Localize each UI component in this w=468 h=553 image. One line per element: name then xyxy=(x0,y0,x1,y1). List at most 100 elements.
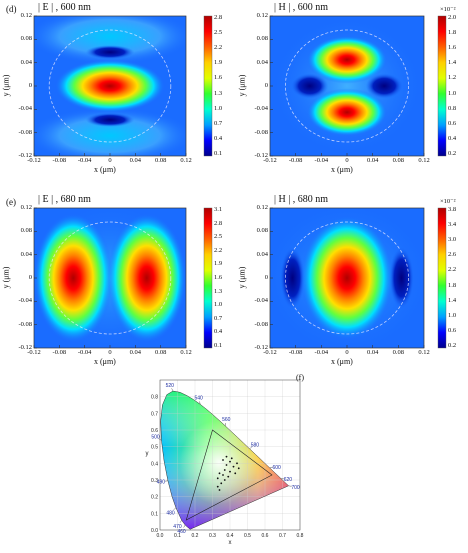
colorbar-tick-label: 1.9 xyxy=(214,60,222,67)
x-tick-label: 0 xyxy=(101,158,119,165)
x-tick-label: -0.08 xyxy=(50,350,68,357)
colorbar-tick-label: 0.7 xyxy=(214,316,222,323)
colorbar-tick-label: 2.0 xyxy=(448,15,456,22)
x-tick-label: -0.04 xyxy=(312,350,330,357)
chromaticity-point xyxy=(222,459,224,461)
wavelength-label: 700 xyxy=(291,485,300,491)
y-tick-label: 0 xyxy=(10,83,32,90)
y-tick-label: 0.7 xyxy=(151,411,158,417)
y-tick-label: 0 xyxy=(246,83,268,90)
x-tick-label: -0.08 xyxy=(287,350,305,357)
colorbar-tick-label: 3.0 xyxy=(448,237,456,244)
colorbar-tick-label: 0.1 xyxy=(214,151,222,158)
wavelength-label: 470 xyxy=(173,524,182,530)
colorbar-tick-label: 0.8 xyxy=(448,106,456,113)
chromaticity-point xyxy=(227,476,229,478)
chromaticity-point xyxy=(229,461,231,463)
colorbar-tick-label: 0.2 xyxy=(448,343,456,350)
y-tick-label: 0.04 xyxy=(246,252,268,259)
x-tick-label: 0.12 xyxy=(415,350,433,357)
chromaticity-point xyxy=(226,456,228,458)
wavelength-label: 490 xyxy=(157,480,166,486)
x-tick-label: -0.08 xyxy=(287,158,305,165)
colorbar-tick-label: 1.0 xyxy=(448,91,456,98)
y-tick-label: 0.04 xyxy=(246,60,268,67)
y-tick-label: 0.08 xyxy=(10,36,32,43)
colorbar-tick-label: 2.8 xyxy=(214,221,222,228)
chromaticity-point xyxy=(220,482,222,484)
colorbar-tick-label: 1.3 xyxy=(214,91,222,98)
chromaticity-point xyxy=(233,466,235,468)
colorbar-tick-label: 1.6 xyxy=(214,75,222,82)
colorbar xyxy=(438,208,446,348)
colorbar-tick-label: 1.4 xyxy=(448,60,456,67)
x-tick-label: 0.8 xyxy=(297,533,304,539)
y-tick-label: -0.08 xyxy=(246,322,268,329)
x-axis-label: x xyxy=(229,540,232,546)
x-tick-label: 0.6 xyxy=(262,533,269,539)
y-tick-label: -0.04 xyxy=(10,298,32,305)
colorbar-tick-label: 0.1 xyxy=(214,343,222,350)
wavelength-tick xyxy=(180,520,182,522)
colorbar xyxy=(204,16,212,156)
y-tick-label: -0.12 xyxy=(10,153,32,160)
x-tick-label: 0.12 xyxy=(177,350,195,357)
heatmap-canvas xyxy=(0,194,234,366)
chromaticity-point xyxy=(222,474,224,476)
colorbar-tick-label: 0.4 xyxy=(214,329,222,336)
y-tick-label: 0.2 xyxy=(151,495,158,501)
x-tick-label: 0.08 xyxy=(152,158,170,165)
y-tick-label: 0.08 xyxy=(246,228,268,235)
chromaticity-point xyxy=(217,486,219,488)
y-tick-label: 0.12 xyxy=(246,13,268,20)
x-tick-label: 0 xyxy=(101,350,119,357)
colorbar-tick-label: 1.0 xyxy=(214,106,222,113)
colorbar-tick-label: 2.6 xyxy=(448,252,456,259)
y-tick-label: 0.04 xyxy=(10,60,32,67)
chromaticity-point xyxy=(217,477,219,479)
wavelength-label: 560 xyxy=(222,417,231,423)
colorbar-tick-label: 1.2 xyxy=(448,75,456,82)
y-tick-label: 0.12 xyxy=(10,205,32,212)
y-axis-label: y (μm) xyxy=(2,66,11,106)
colorbar-tick-label: 1.4 xyxy=(448,298,456,305)
chromaticity-point xyxy=(224,469,226,471)
y-tick-label: 0.4 xyxy=(151,461,158,467)
x-tick-label: 0 xyxy=(338,158,356,165)
colorbar-tick-label: 1.6 xyxy=(448,45,456,52)
colorbar-tick-label: 2.2 xyxy=(214,45,222,52)
colorbar-tick-label: 0.4 xyxy=(214,136,222,143)
y-tick-label: 0.5 xyxy=(151,445,158,451)
y-axis-label: y (μm) xyxy=(238,66,247,106)
x-tick-label: 0.04 xyxy=(364,350,382,357)
y-tick-label: 0.04 xyxy=(10,252,32,259)
colorbar-multiplier: ×10⁻² xyxy=(440,7,456,14)
y-tick-label: 0 xyxy=(246,275,268,282)
wavelength-label: 600 xyxy=(272,465,281,471)
colorbar-tick-label: 1.6 xyxy=(214,275,222,282)
y-tick-label: 0.1 xyxy=(151,511,158,517)
wavelength-label: 480 xyxy=(166,510,175,516)
y-tick-label: -0.12 xyxy=(246,345,268,352)
colorbar-tick-label: 0.6 xyxy=(448,328,456,335)
x-tick-label: 0.3 xyxy=(209,533,216,539)
chromaticity-point xyxy=(226,464,228,466)
heatmap-canvas xyxy=(234,194,468,366)
heatmap-title: | H | , 680 nm xyxy=(274,194,328,205)
x-axis-label: x (μm) xyxy=(94,357,116,366)
field-map xyxy=(26,8,193,163)
x-tick-label: 0.04 xyxy=(126,158,144,165)
y-axis-label: y (μm) xyxy=(238,258,247,298)
chromaticity-point xyxy=(229,471,231,473)
y-tick-label: -0.04 xyxy=(10,106,32,113)
x-tick-label: 0.4 xyxy=(227,533,234,539)
x-tick-label: -0.04 xyxy=(76,158,94,165)
x-tick-label: 0.08 xyxy=(389,350,407,357)
wavelength-tick xyxy=(174,508,176,510)
y-tick-label: -0.08 xyxy=(10,130,32,137)
field-map xyxy=(262,201,431,355)
field-map xyxy=(26,201,193,355)
